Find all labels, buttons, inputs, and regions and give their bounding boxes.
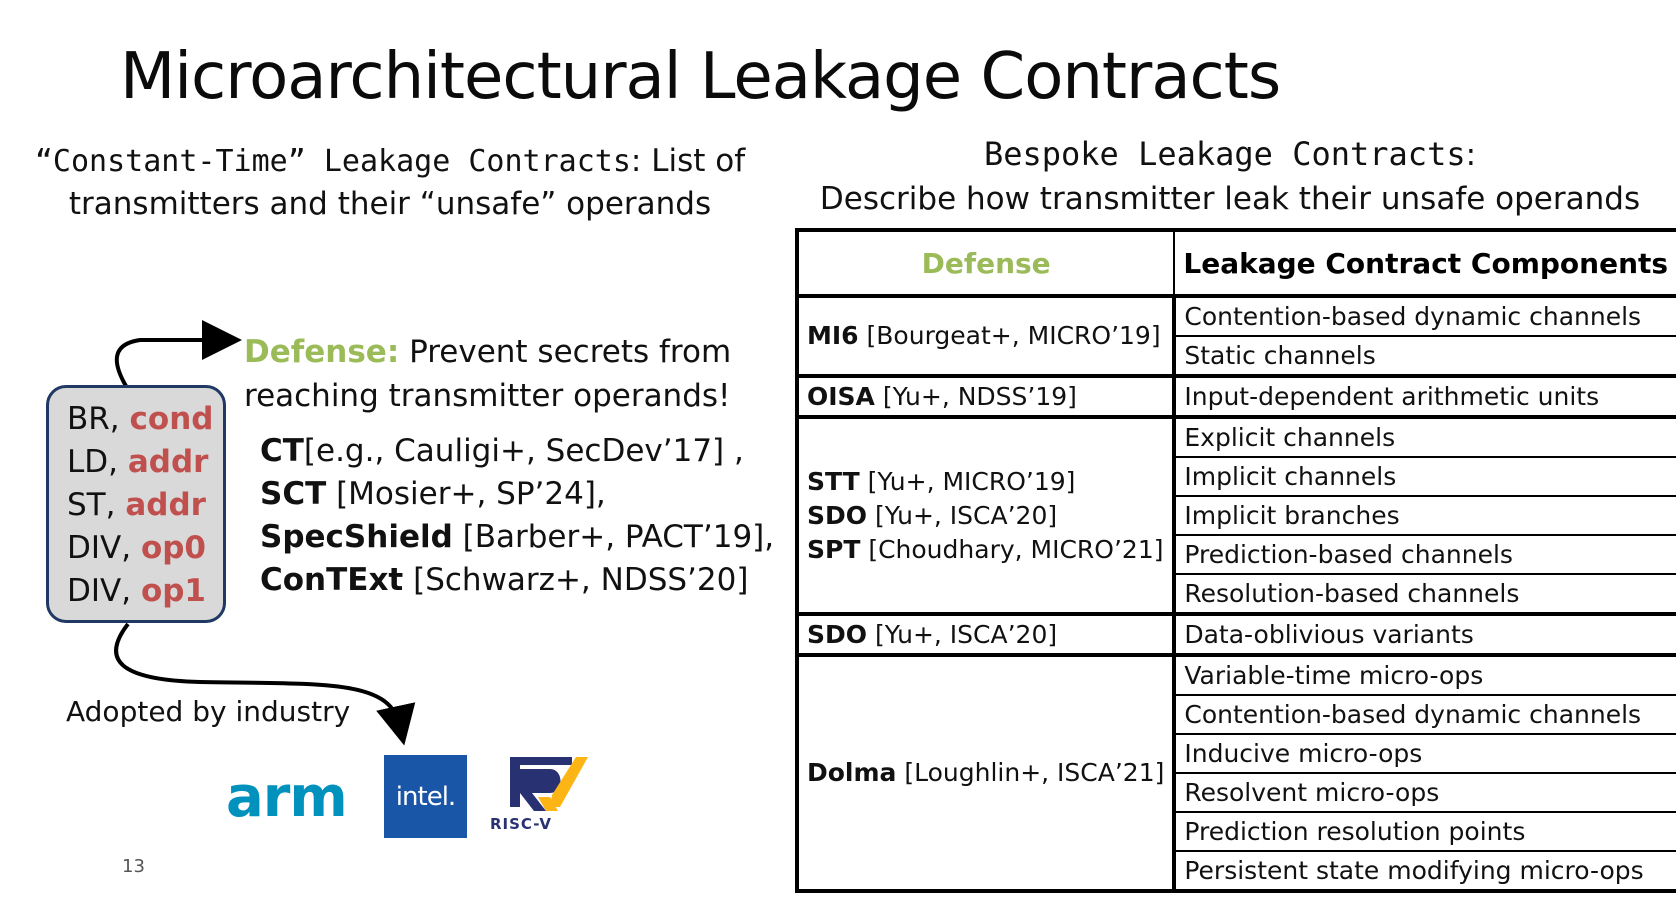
table-row: MI6 [Bourgeat+, MICRO’19] Contention-bas… (795, 294, 1676, 377)
component-cell: Persistent state modifying micro-ops (1172, 850, 1676, 892)
transmitter-row: DIV, op0 (67, 530, 206, 566)
left-heading: “Constant-Time” Leakage Contracts: List … (20, 140, 760, 225)
table-row: Inducive micro-ops (797, 733, 1676, 774)
adopted-by-industry: Adopted by industry (66, 695, 351, 728)
defense-cell: MI6 [Bourgeat+, MICRO’19] (795, 294, 1176, 377)
citation-item: ConTExt [Schwarz+, NDSS’20] (260, 562, 749, 598)
component-cell: Contention-based dynamic channels (1172, 694, 1676, 735)
transmitter-box: BR, cond LD, addr ST, addr DIV, op0 DIV,… (46, 385, 226, 623)
arrows-diagram (114, 320, 416, 746)
arrow-to-defense (114, 320, 242, 388)
citation-item: SCT [Mosier+, SP’24], (260, 476, 606, 512)
defense-cell: STT [Yu+, MICRO’19] SDO [Yu+, ISCA’20] S… (795, 415, 1176, 615)
component-cell: Static channels (1172, 335, 1676, 377)
leakage-contract-table: Defense Leakage Contract Components MI6 … (795, 228, 1676, 893)
citation-list: CT[e.g., Cauligi+, SecDev’17] , SCT [Mos… (260, 430, 774, 602)
right-heading: Bespoke Leakage Contracts: Describe how … (790, 132, 1670, 221)
component-cell: Resolution-based channels (1172, 573, 1676, 615)
defense-column-header: Defense (795, 229, 1176, 297)
page-number: 13 (122, 856, 145, 877)
bespoke-contracts-label: Bespoke Leakage Contracts (983, 135, 1466, 173)
defense-cell: Dolma [Loughlin+, ISCA’21] (795, 653, 1176, 892)
left-heading-rest: : List of (630, 143, 746, 179)
transmitter-row: ST, addr (67, 487, 206, 523)
slide-title: Microarchitectural Leakage Contracts (120, 40, 1281, 114)
component-cell: Implicit branches (1172, 495, 1676, 536)
table-row: Dolma [Loughlin+, ISCA’21] Variable-time… (795, 653, 1676, 892)
table-row: SDO [Yu+, ISCA’20] Data-oblivious varian… (795, 612, 1676, 656)
table-row: Prediction-based channels (797, 534, 1676, 575)
riscv-wordmark: RISC-V (490, 815, 553, 833)
component-cell: Data-oblivious variants (1172, 612, 1676, 656)
table-row: STT [Yu+, MICRO’19] SDO [Yu+, ISCA’20] S… (795, 415, 1676, 615)
table-header-row: Defense Leakage Contract Components (795, 229, 1676, 297)
component-cell: Implicit channels (1172, 456, 1676, 497)
table-row: Implicit channels (797, 456, 1676, 497)
component-cell: Contention-based dynamic channels (1172, 294, 1676, 337)
riscv-logo (510, 757, 588, 811)
component-cell: Prediction-based channels (1172, 534, 1676, 575)
component-cell: Variable-time micro-ops (1172, 653, 1676, 696)
defense-label: Defense: (244, 334, 400, 370)
transmitter-row: BR, cond (67, 401, 214, 437)
citation-item: CT[e.g., Cauligi+, SecDev’17] , (260, 433, 744, 469)
right-heading-line2: Describe how transmitter leak their unsa… (819, 181, 1641, 217)
component-cell: Prediction resolution points (1172, 811, 1676, 852)
table-row: Static channels (797, 335, 1676, 377)
component-cell: Inducive micro-ops (1172, 733, 1676, 774)
component-cell: Resolvent micro-ops (1172, 772, 1676, 813)
arrow-to-industry (114, 622, 416, 746)
intel-logo: intel. (384, 755, 467, 838)
component-cell: Input-dependent arithmetic units (1172, 374, 1676, 418)
ct-contracts-label: “Constant-Time” Leakage Contracts (34, 144, 631, 179)
transmitter-row: LD, addr (67, 444, 209, 480)
table-row: Resolution-based channels (797, 573, 1676, 615)
table-row: Persistent state modifying micro-ops (797, 850, 1676, 892)
table-row: Implicit branches (797, 495, 1676, 536)
table-row: Resolvent micro-ops (797, 772, 1676, 813)
citation-item: SpecShield [Barber+, PACT’19], (260, 519, 775, 555)
component-cell: Explicit channels (1172, 415, 1676, 458)
arm-logo: arm (226, 765, 348, 830)
table-row: OISA [Yu+, NDSS’19] Input-dependent arit… (795, 374, 1676, 418)
table-row: Prediction resolution points (797, 811, 1676, 852)
table-row: Contention-based dynamic channels (797, 694, 1676, 735)
defense-statement: Defense: Prevent secrets from reaching t… (244, 334, 732, 414)
left-heading-line2: transmitters and their “unsafe” operands (68, 186, 712, 222)
right-heading-colon: : (1465, 137, 1477, 173)
components-column-header: Leakage Contract Components (1173, 229, 1676, 297)
defense-cell: OISA [Yu+, NDSS’19] (795, 374, 1176, 418)
transmitter-row: DIV, op1 (67, 573, 206, 609)
defense-cell: SDO [Yu+, ISCA’20] (795, 612, 1176, 656)
